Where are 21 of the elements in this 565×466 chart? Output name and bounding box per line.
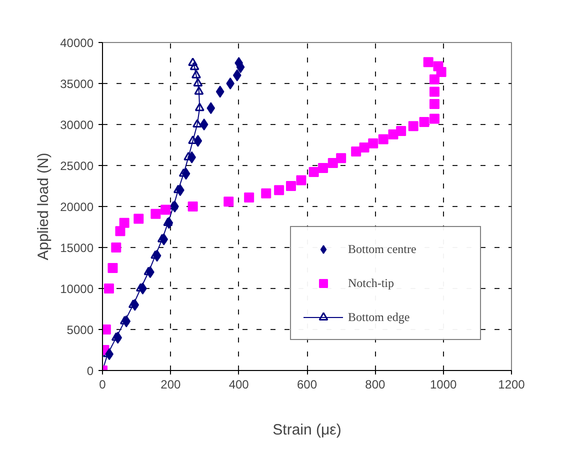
x-tick-label: 1200 [498,378,526,392]
y-tick-label: 10000 [60,282,94,296]
y-axis-title: Applied load (N) [35,152,52,260]
y-tick-label: 25000 [60,159,94,173]
y-tick-label: 30000 [60,118,94,132]
x-tick-label: 1000 [430,378,458,392]
y-tick-label: 15000 [60,241,94,255]
x-axis-title: Strain (με) [272,422,342,438]
legend-label: Bottom centre [348,242,418,256]
x-tick-label: 600 [296,378,318,392]
y-tick-label: 0 [86,364,94,378]
y-tick-label: 35000 [60,77,94,91]
x-tick-label: 200 [160,378,182,392]
y-tick-label: 20000 [60,200,94,214]
x-tick-label: 0 [99,378,106,392]
legend-label: Bottom edge [348,310,411,324]
x-tick-label: 800 [365,378,386,392]
x-tick-label: 400 [228,378,250,392]
legend-label: Notch-tip [348,276,395,290]
y-tick-label: 40000 [60,36,94,50]
y-tick-label: 5000 [66,323,94,337]
